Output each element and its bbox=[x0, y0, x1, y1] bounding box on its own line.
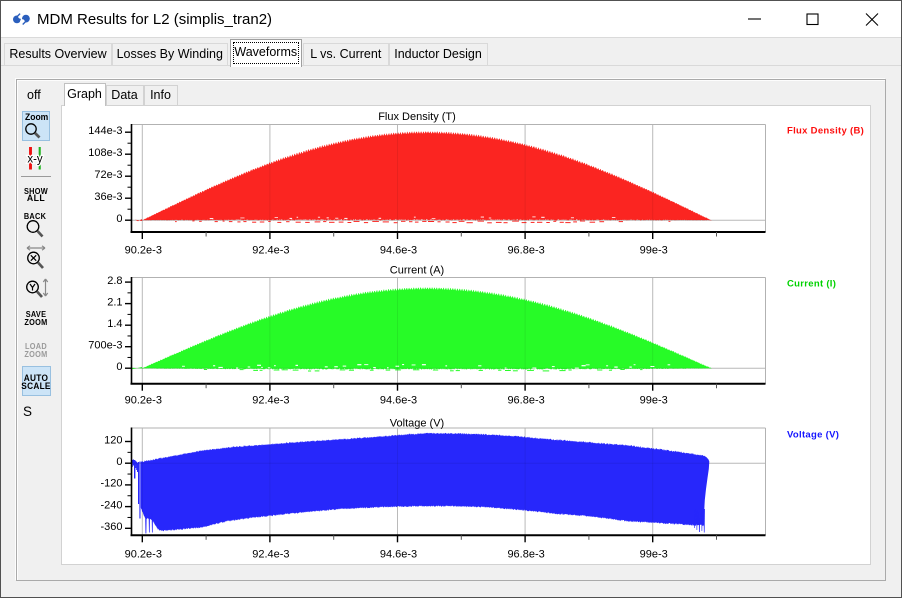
svg-text:Voltage (V): Voltage (V) bbox=[787, 430, 839, 441]
svg-text:96.8e-3: 96.8e-3 bbox=[507, 549, 544, 561]
svg-text:0: 0 bbox=[116, 361, 122, 373]
svg-text:0: 0 bbox=[116, 456, 122, 468]
svg-text:-360: -360 bbox=[100, 521, 122, 533]
svg-text:700e-3: 700e-3 bbox=[88, 340, 122, 352]
svg-text:2.1: 2.1 bbox=[107, 296, 122, 308]
svg-text:1.4: 1.4 bbox=[107, 318, 122, 330]
svg-text:90.2e-3: 90.2e-3 bbox=[125, 245, 162, 257]
svg-text:Flux Density (B): Flux Density (B) bbox=[787, 126, 864, 137]
svg-text:92.4e-3: 92.4e-3 bbox=[252, 549, 289, 561]
svg-text:99e-3: 99e-3 bbox=[640, 245, 668, 257]
svg-text:0: 0 bbox=[116, 213, 122, 225]
svg-text:92.4e-3: 92.4e-3 bbox=[252, 395, 289, 407]
svg-text:144e-3: 144e-3 bbox=[88, 125, 122, 137]
svg-text:90.2e-3: 90.2e-3 bbox=[125, 395, 162, 407]
svg-text:Flux Density (T): Flux Density (T) bbox=[378, 111, 456, 123]
svg-text:99e-3: 99e-3 bbox=[640, 549, 668, 561]
svg-text:94.6e-3: 94.6e-3 bbox=[380, 549, 417, 561]
svg-text:-240: -240 bbox=[100, 499, 122, 511]
svg-text:2.8: 2.8 bbox=[107, 275, 122, 287]
svg-text:96.8e-3: 96.8e-3 bbox=[507, 245, 544, 257]
svg-text:36e-3: 36e-3 bbox=[94, 191, 122, 203]
svg-text:92.4e-3: 92.4e-3 bbox=[252, 245, 289, 257]
svg-text:94.6e-3: 94.6e-3 bbox=[380, 395, 417, 407]
svg-text:x-y: x-y bbox=[27, 154, 43, 166]
svg-text:99e-3: 99e-3 bbox=[640, 395, 668, 407]
svg-text:Voltage (V): Voltage (V) bbox=[390, 418, 444, 430]
svg-text:-120: -120 bbox=[100, 478, 122, 490]
svg-text:108e-3: 108e-3 bbox=[88, 147, 122, 159]
svg-text:90.2e-3: 90.2e-3 bbox=[125, 549, 162, 561]
svg-text:Current (A): Current (A) bbox=[390, 265, 444, 277]
svg-text:72e-3: 72e-3 bbox=[94, 169, 122, 181]
svg-text:x-y: x-y bbox=[27, 154, 43, 166]
svg-text:94.6e-3: 94.6e-3 bbox=[380, 245, 417, 257]
svg-text:Current (I): Current (I) bbox=[787, 279, 836, 290]
svg-text:120: 120 bbox=[104, 434, 122, 446]
svg-text:96.8e-3: 96.8e-3 bbox=[507, 395, 544, 407]
